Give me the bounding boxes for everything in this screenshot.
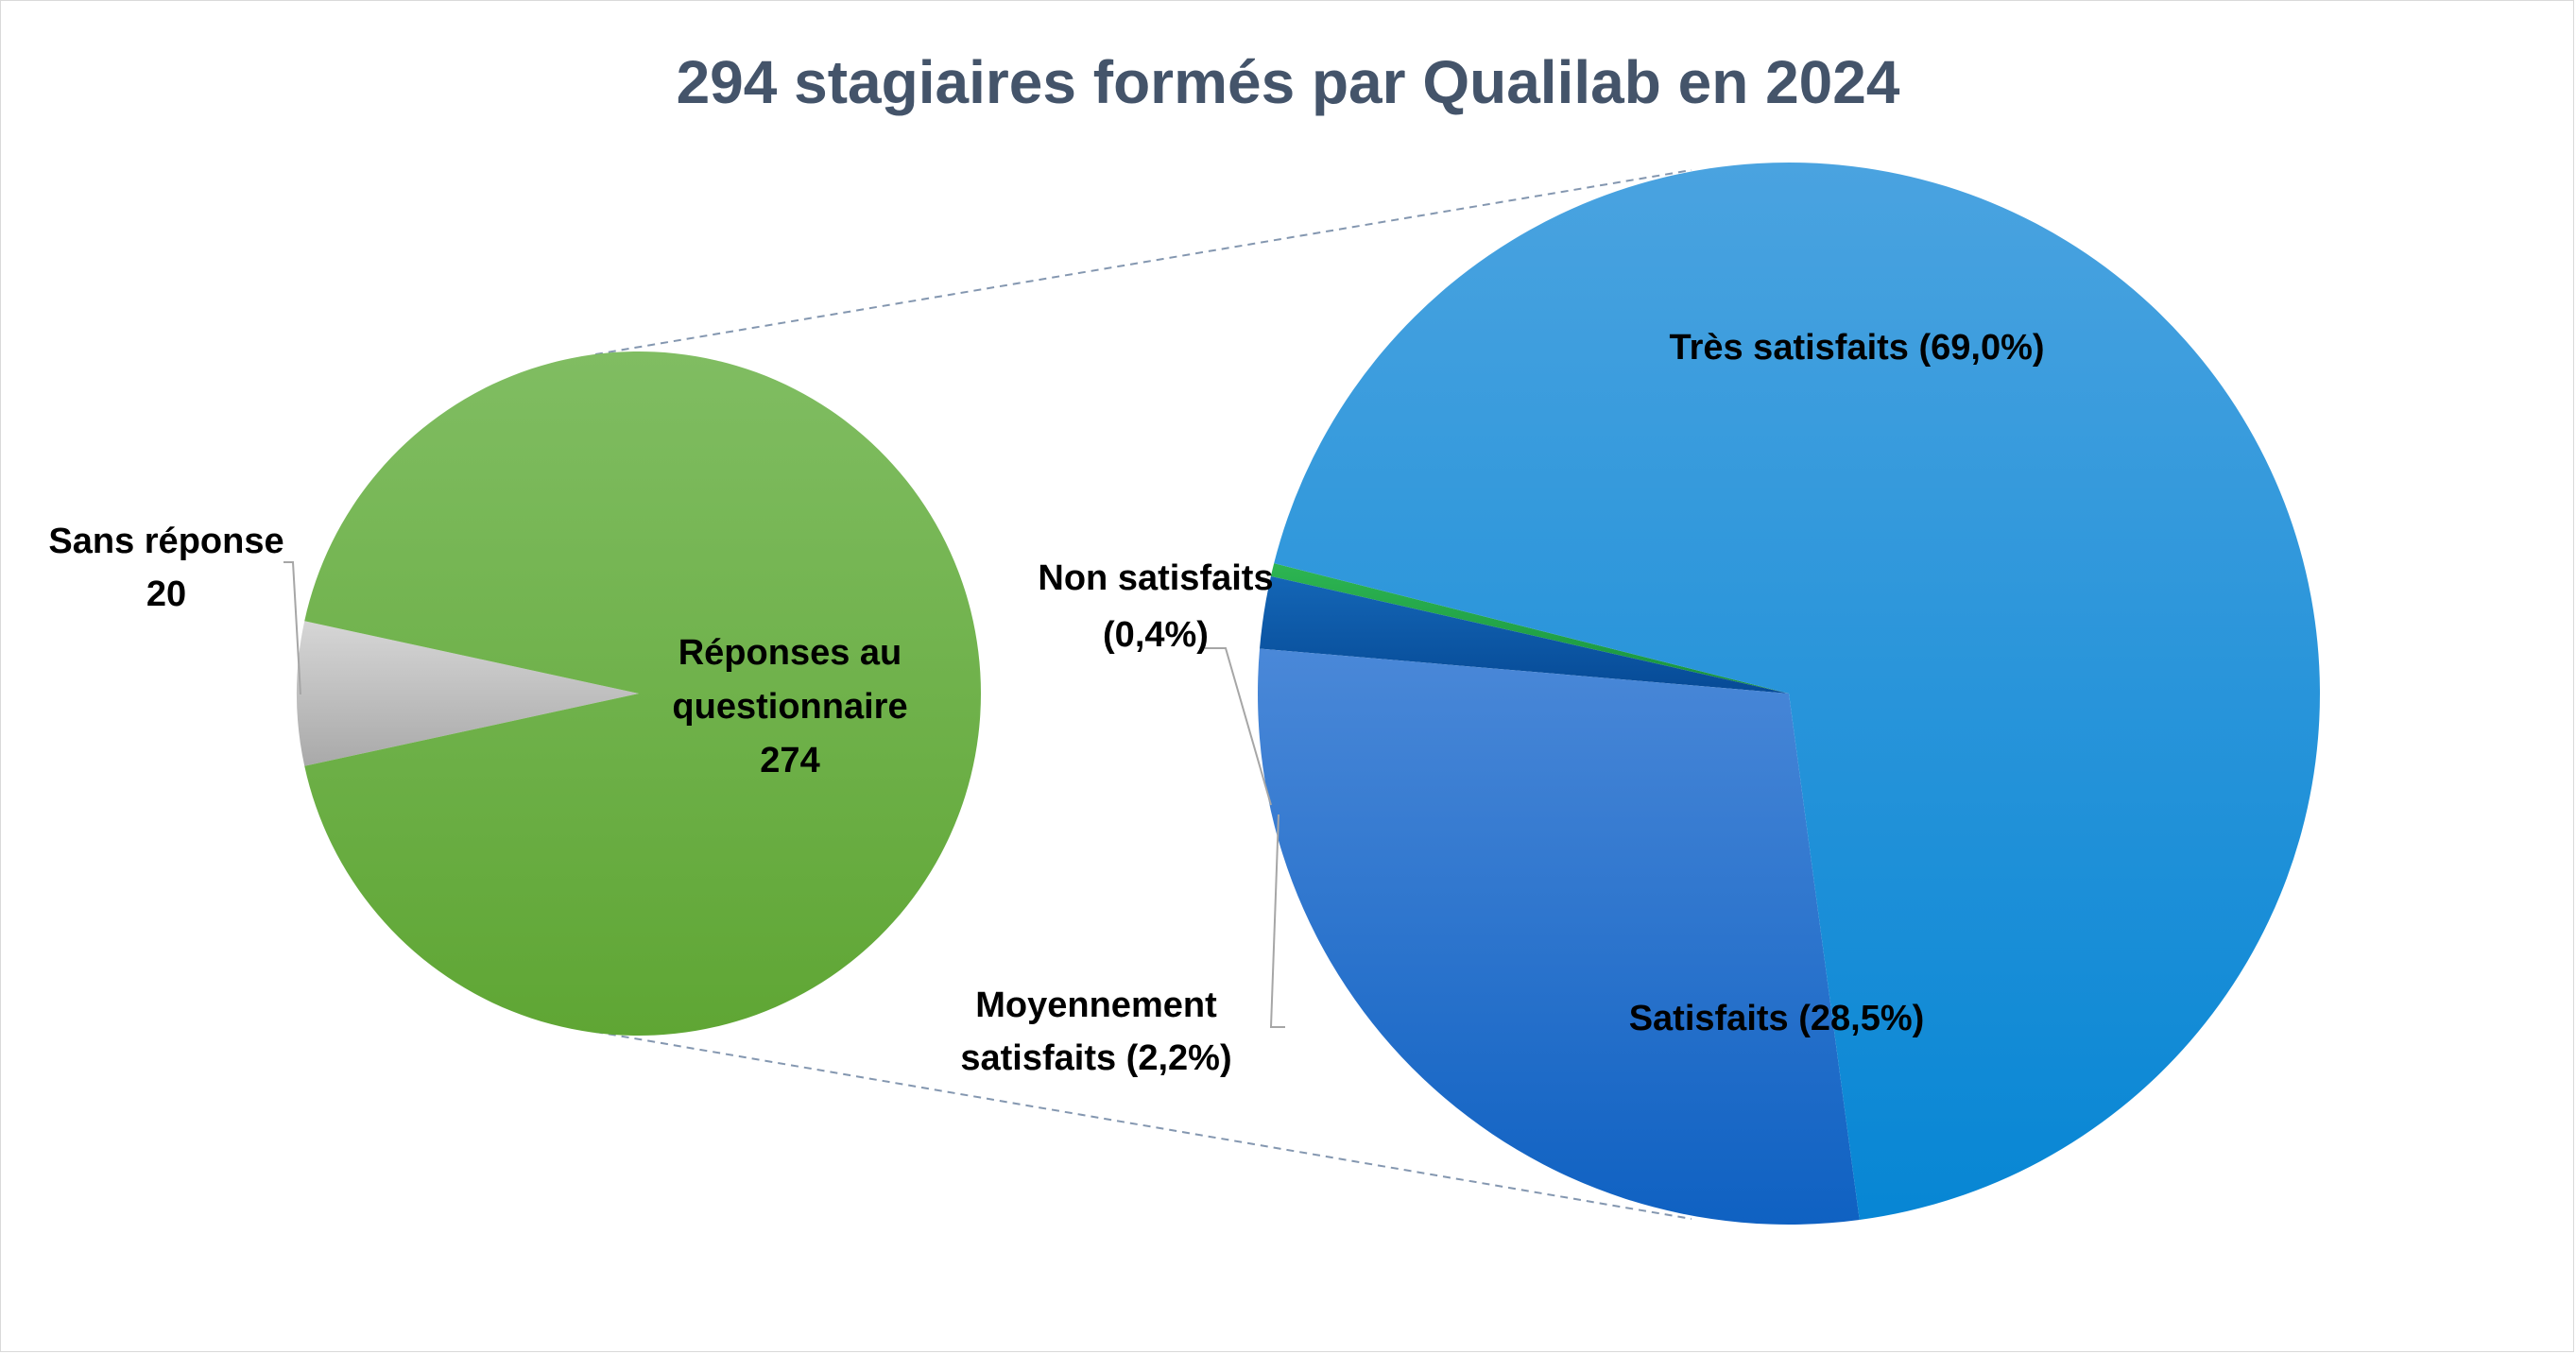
- label-line: Satisfaits (28,5%): [1629, 999, 1925, 1038]
- label-line: Moyennement: [975, 986, 1217, 1025]
- label-moyennement-satisfaits: Moyennement satisfaits (2,2%): [960, 986, 1231, 1078]
- label-non-satisfaits: Non satisfaits (0,4%): [1038, 558, 1273, 655]
- label-line: Réponses au: [678, 633, 902, 673]
- secondary-pie: [1257, 163, 2320, 1225]
- leader-sans-reponse: [283, 561, 301, 695]
- label-tres-satisfaits: Très satisfaits (69,0%): [1669, 328, 2044, 368]
- label-satisfaits: Satisfaits (28,5%): [1629, 999, 1925, 1038]
- label-reponses-au-questionnaire: Réponses au questionnaire 274: [672, 633, 907, 780]
- label-line: satisfaits (2,2%): [960, 1038, 1231, 1078]
- slice-moyennement-satisfaits: [1260, 575, 1789, 694]
- primary-pie: [297, 351, 982, 1036]
- data-labels: Réponses au questionnaire 274 Sans réponse 2…: [48, 328, 2044, 1078]
- label-line: Non satisfaits: [1038, 558, 1273, 598]
- connector-top: [594, 169, 1692, 355]
- slice-non-satisfaits: [1270, 563, 1789, 694]
- chart-title: 294 stagiaires formés par Qualilab en 20…: [676, 48, 1900, 116]
- label-line: (0,4%): [1103, 615, 1209, 655]
- label-line: questionnaire: [672, 687, 907, 727]
- slice-satisfaits: [1257, 648, 1860, 1225]
- label-leader-lines: [283, 561, 1285, 1028]
- label-line: Très satisfaits (69,0%): [1669, 328, 2044, 368]
- label-line: 20: [146, 574, 186, 614]
- slice-reponses-au-questionnaire: [304, 351, 982, 1036]
- slice-tres-satisfaits: [1274, 163, 2320, 1221]
- leader-moyennement-satisfaits: [1269, 814, 1285, 1028]
- leader-non-satisfaits: [1205, 647, 1272, 806]
- label-line: Sans réponse: [48, 522, 283, 561]
- connector-bottom: [594, 1031, 1692, 1220]
- slice-sans-reponse: [297, 621, 639, 766]
- label-line: 274: [760, 741, 819, 780]
- label-sans-reponse: Sans réponse 20: [48, 522, 283, 614]
- pie-connector-lines: [594, 169, 1692, 1220]
